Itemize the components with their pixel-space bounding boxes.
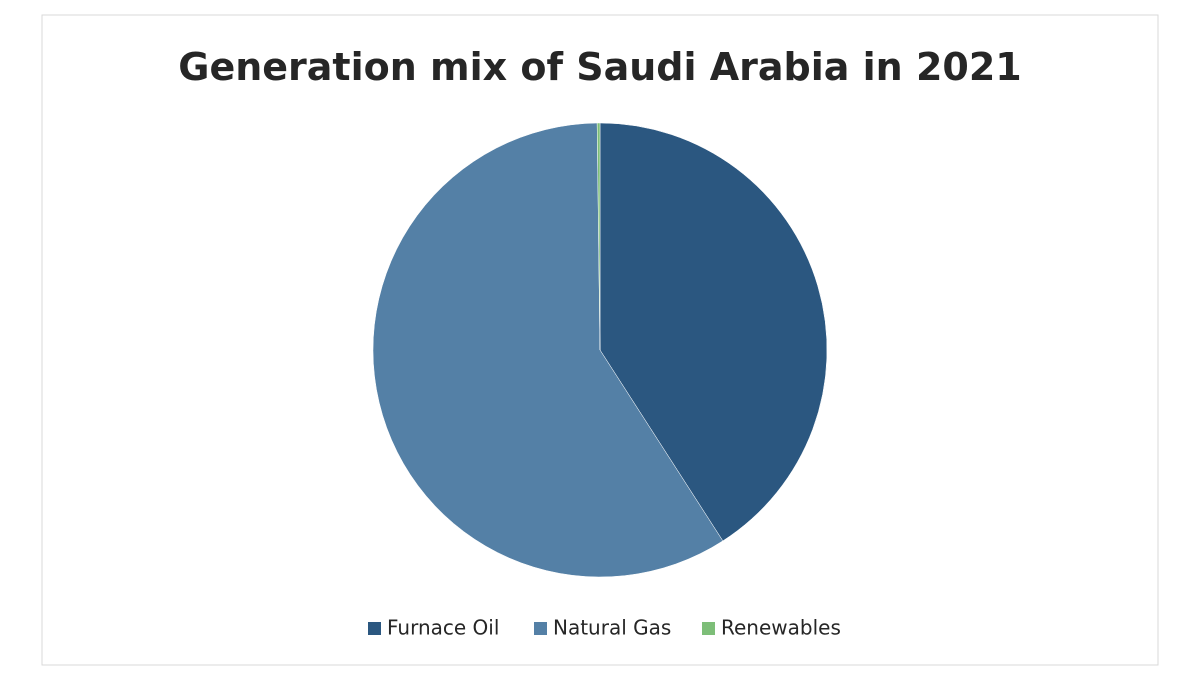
legend: Furnace Oil Natural Gas Renewables — [368, 616, 841, 640]
pie-slice — [599, 122, 828, 542]
pie-slice — [596, 122, 601, 351]
legend-label: Furnace Oil — [387, 616, 499, 640]
pie-slice — [372, 122, 724, 578]
chart-title: Generation mix of Saudi Arabia in 2021 — [178, 45, 1021, 89]
legend-swatch — [702, 622, 715, 635]
pie — [372, 122, 828, 578]
legend-swatch — [368, 622, 381, 635]
legend-label: Renewables — [721, 616, 841, 640]
legend-swatch — [534, 622, 547, 635]
legend-label: Natural Gas — [553, 616, 671, 640]
